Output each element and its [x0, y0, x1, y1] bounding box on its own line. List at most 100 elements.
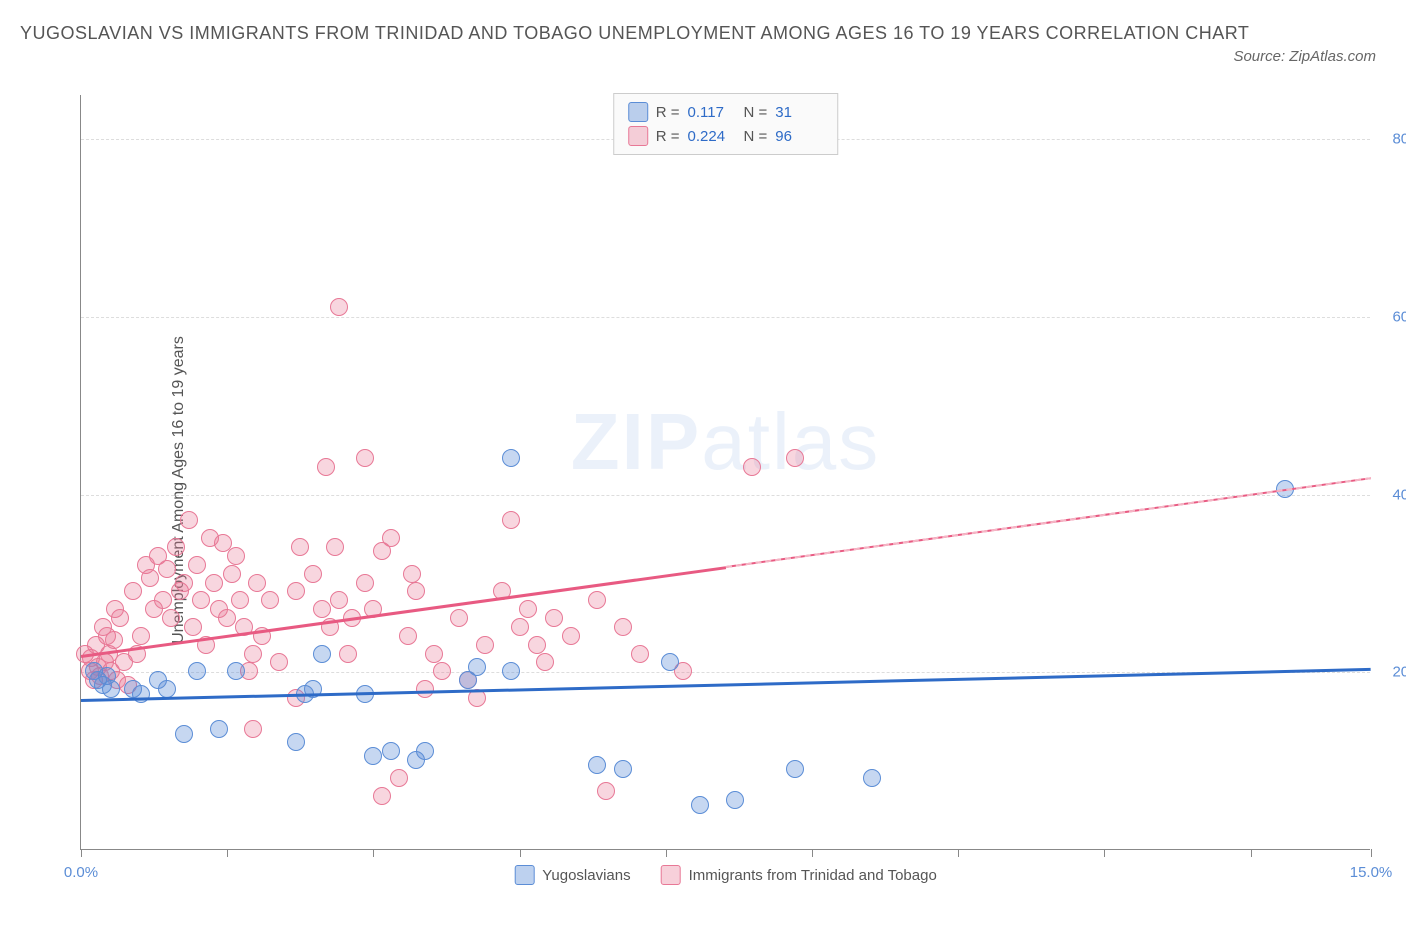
data-point: [154, 591, 172, 609]
chart-title: YUGOSLAVIAN VS IMMIGRANTS FROM TRINIDAD …: [0, 0, 1406, 49]
data-point: [184, 618, 202, 636]
x-tick: [520, 849, 521, 857]
data-point: [519, 600, 537, 618]
y-tick-label: 20.0%: [1392, 664, 1406, 681]
data-point: [588, 591, 606, 609]
data-point: [248, 574, 266, 592]
data-point: [330, 298, 348, 316]
data-point: [631, 645, 649, 663]
data-point: [105, 631, 123, 649]
data-point: [313, 600, 331, 618]
data-point: [536, 653, 554, 671]
data-point: [111, 609, 129, 627]
data-point: [614, 618, 632, 636]
data-point: [287, 733, 305, 751]
data-point: [244, 645, 262, 663]
data-point: [407, 582, 425, 600]
data-point: [141, 569, 159, 587]
data-point: [356, 449, 374, 467]
data-point: [244, 720, 262, 738]
data-point: [326, 538, 344, 556]
data-point: [863, 769, 881, 787]
data-point: [597, 782, 615, 800]
data-point: [661, 653, 679, 671]
data-point: [102, 680, 120, 698]
data-point: [450, 609, 468, 627]
x-tick-label: 0.0%: [64, 864, 98, 881]
x-tick: [812, 849, 813, 857]
data-point: [468, 658, 486, 676]
watermark: ZIPatlas: [571, 396, 880, 488]
gridline: [81, 317, 1370, 318]
plot-area: ZIPatlas R = 0.117 N = 31 R = 0.224 N = …: [80, 95, 1370, 850]
data-point: [270, 653, 288, 671]
y-tick-label: 40.0%: [1392, 486, 1406, 503]
data-point: [562, 627, 580, 645]
data-point: [192, 591, 210, 609]
data-point: [205, 574, 223, 592]
data-point: [287, 582, 305, 600]
data-point: [425, 645, 443, 663]
data-point: [330, 591, 348, 609]
data-point: [502, 662, 520, 680]
x-tick: [1251, 849, 1252, 857]
gridline: [81, 495, 1370, 496]
data-point: [382, 529, 400, 547]
data-point: [511, 618, 529, 636]
data-point: [528, 636, 546, 654]
legend-swatch-pink: [661, 865, 681, 885]
data-point: [433, 662, 451, 680]
data-point: [614, 760, 632, 778]
data-point: [231, 591, 249, 609]
data-point: [218, 609, 236, 627]
data-point: [373, 787, 391, 805]
stats-legend: R = 0.117 N = 31 R = 0.224 N = 96: [613, 93, 839, 155]
data-point: [180, 511, 198, 529]
data-point: [339, 645, 357, 663]
data-point: [162, 609, 180, 627]
x-tick: [958, 849, 959, 857]
data-point: [356, 574, 374, 592]
data-point: [399, 627, 417, 645]
data-point: [390, 769, 408, 787]
x-tick: [1104, 849, 1105, 857]
data-point: [502, 449, 520, 467]
data-point: [124, 582, 142, 600]
data-point: [545, 609, 563, 627]
source-label: Source: ZipAtlas.com: [1233, 48, 1376, 65]
data-point: [786, 760, 804, 778]
data-point: [188, 556, 206, 574]
data-point: [364, 747, 382, 765]
data-point: [210, 720, 228, 738]
legend-swatch-blue: [628, 102, 648, 122]
trend-line: [726, 477, 1371, 568]
legend-label-blue: Yugoslavians: [542, 867, 630, 884]
x-tick: [227, 849, 228, 857]
data-point: [167, 538, 185, 556]
data-point: [227, 547, 245, 565]
data-point: [313, 645, 331, 663]
legend-label-pink: Immigrants from Trinidad and Tobago: [689, 867, 937, 884]
data-point: [502, 511, 520, 529]
data-point: [158, 560, 176, 578]
data-point: [416, 680, 434, 698]
x-tick: [1371, 849, 1372, 857]
data-point: [317, 458, 335, 476]
data-point: [175, 574, 193, 592]
x-tick: [666, 849, 667, 857]
data-point: [476, 636, 494, 654]
data-point: [726, 791, 744, 809]
data-point: [403, 565, 421, 583]
chart-container: Unemployment Among Ages 16 to 19 years Z…: [55, 95, 1385, 885]
x-tick: [373, 849, 374, 857]
data-point: [261, 591, 279, 609]
data-point: [304, 565, 322, 583]
data-point: [175, 725, 193, 743]
data-point: [416, 742, 434, 760]
legend-swatch-blue: [514, 865, 534, 885]
legend-swatch-pink: [628, 126, 648, 146]
data-point: [382, 742, 400, 760]
data-point: [158, 680, 176, 698]
x-tick-label: 15.0%: [1350, 864, 1393, 881]
data-point: [743, 458, 761, 476]
